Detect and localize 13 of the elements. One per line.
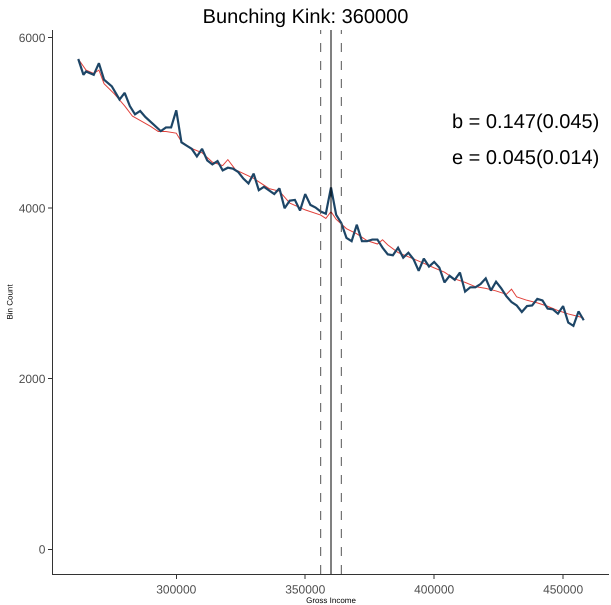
- y-axis-title: Bin Count: [5, 284, 14, 320]
- y-tick-label: 6000: [18, 30, 46, 45]
- x-tick-label: 450000: [543, 582, 584, 597]
- y-tick-label: 0: [38, 542, 46, 556]
- y-tick-label: 2000: [18, 372, 46, 386]
- x-axis-title: Gross Income: [306, 596, 356, 605]
- x-tick-label: 300000: [156, 582, 197, 597]
- x-tick-label: 400000: [414, 582, 454, 597]
- chart-title: Bunching Kink: 360000: [202, 6, 408, 28]
- annotation: e = 0.045(0.014): [452, 147, 600, 169]
- x-tick-label: 350000: [285, 582, 326, 597]
- y-tick-label: 4000: [18, 201, 46, 216]
- annotation: b = 0.147(0.045): [452, 111, 600, 133]
